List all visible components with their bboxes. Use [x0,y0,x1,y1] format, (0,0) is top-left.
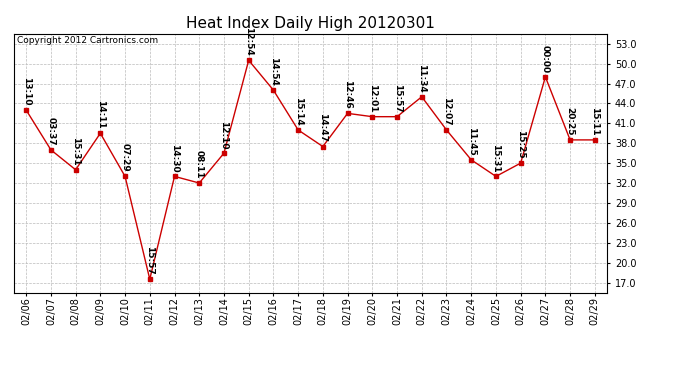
Text: 15:14: 15:14 [294,97,303,126]
Text: 15:25: 15:25 [516,130,525,159]
Text: 08:11: 08:11 [195,150,204,179]
Text: 07:29: 07:29 [121,144,130,172]
Text: 15:31: 15:31 [71,137,80,166]
Text: 15:57: 15:57 [146,246,155,275]
Text: 13:10: 13:10 [21,77,30,106]
Text: 00:00: 00:00 [541,45,550,73]
Text: 12:54: 12:54 [244,27,253,56]
Text: 14:54: 14:54 [269,57,278,86]
Text: 14:11: 14:11 [96,100,105,129]
Text: 20:25: 20:25 [566,107,575,136]
Title: Heat Index Daily High 20120301: Heat Index Daily High 20120301 [186,16,435,31]
Text: 14:47: 14:47 [318,113,327,142]
Text: 03:37: 03:37 [46,117,55,146]
Text: 12:10: 12:10 [219,120,228,149]
Text: 15:57: 15:57 [393,84,402,112]
Text: 11:34: 11:34 [417,64,426,93]
Text: 11:45: 11:45 [466,127,475,156]
Text: Copyright 2012 Cartronics.com: Copyright 2012 Cartronics.com [17,36,158,45]
Text: 12:07: 12:07 [442,97,451,126]
Text: 14:30: 14:30 [170,144,179,172]
Text: 12:01: 12:01 [368,84,377,112]
Text: 15:31: 15:31 [491,144,500,172]
Text: 12:46: 12:46 [343,81,352,109]
Text: 15:11: 15:11 [591,107,600,136]
